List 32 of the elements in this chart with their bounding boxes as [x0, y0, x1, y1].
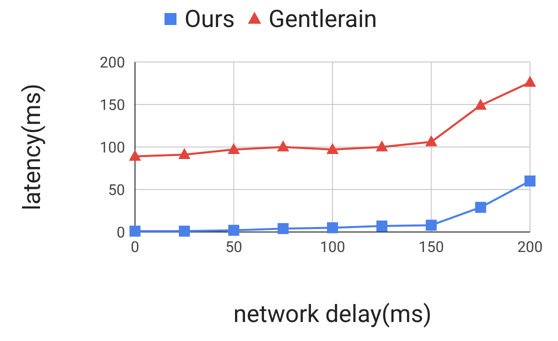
x-axis-title: network delay(ms) [233, 300, 432, 328]
point [475, 202, 486, 213]
legend-label: Gentlerain [268, 5, 378, 33]
point [128, 150, 142, 161]
x-tick-label: 50 [225, 238, 242, 256]
point [376, 220, 388, 232]
point [327, 222, 338, 234]
point [130, 226, 140, 237]
point [277, 140, 290, 152]
point [425, 135, 438, 146]
x-tick-label: 0 [130, 238, 140, 256]
point [278, 223, 289, 234]
legend-label: Ours [184, 5, 235, 33]
y-tick-label: 200 [100, 53, 125, 72]
y-tick-label: 100 [100, 138, 125, 156]
point [326, 142, 339, 154]
point [524, 176, 536, 186]
y-tick-label: 150 [100, 96, 125, 114]
point [426, 220, 437, 231]
point [178, 226, 190, 237]
point [178, 148, 190, 160]
y-tick-label: 50 [108, 180, 125, 199]
point [228, 142, 240, 154]
x-tick-label: 200 [517, 238, 543, 256]
y-tick-label: 0 [116, 223, 125, 242]
point [524, 76, 536, 87]
x-tick-label: 100 [320, 238, 346, 256]
point [376, 140, 388, 152]
x-tick-label: 150 [418, 238, 444, 256]
y-axis-title: latency(ms) [18, 84, 46, 210]
point [228, 224, 240, 236]
point [474, 98, 487, 110]
